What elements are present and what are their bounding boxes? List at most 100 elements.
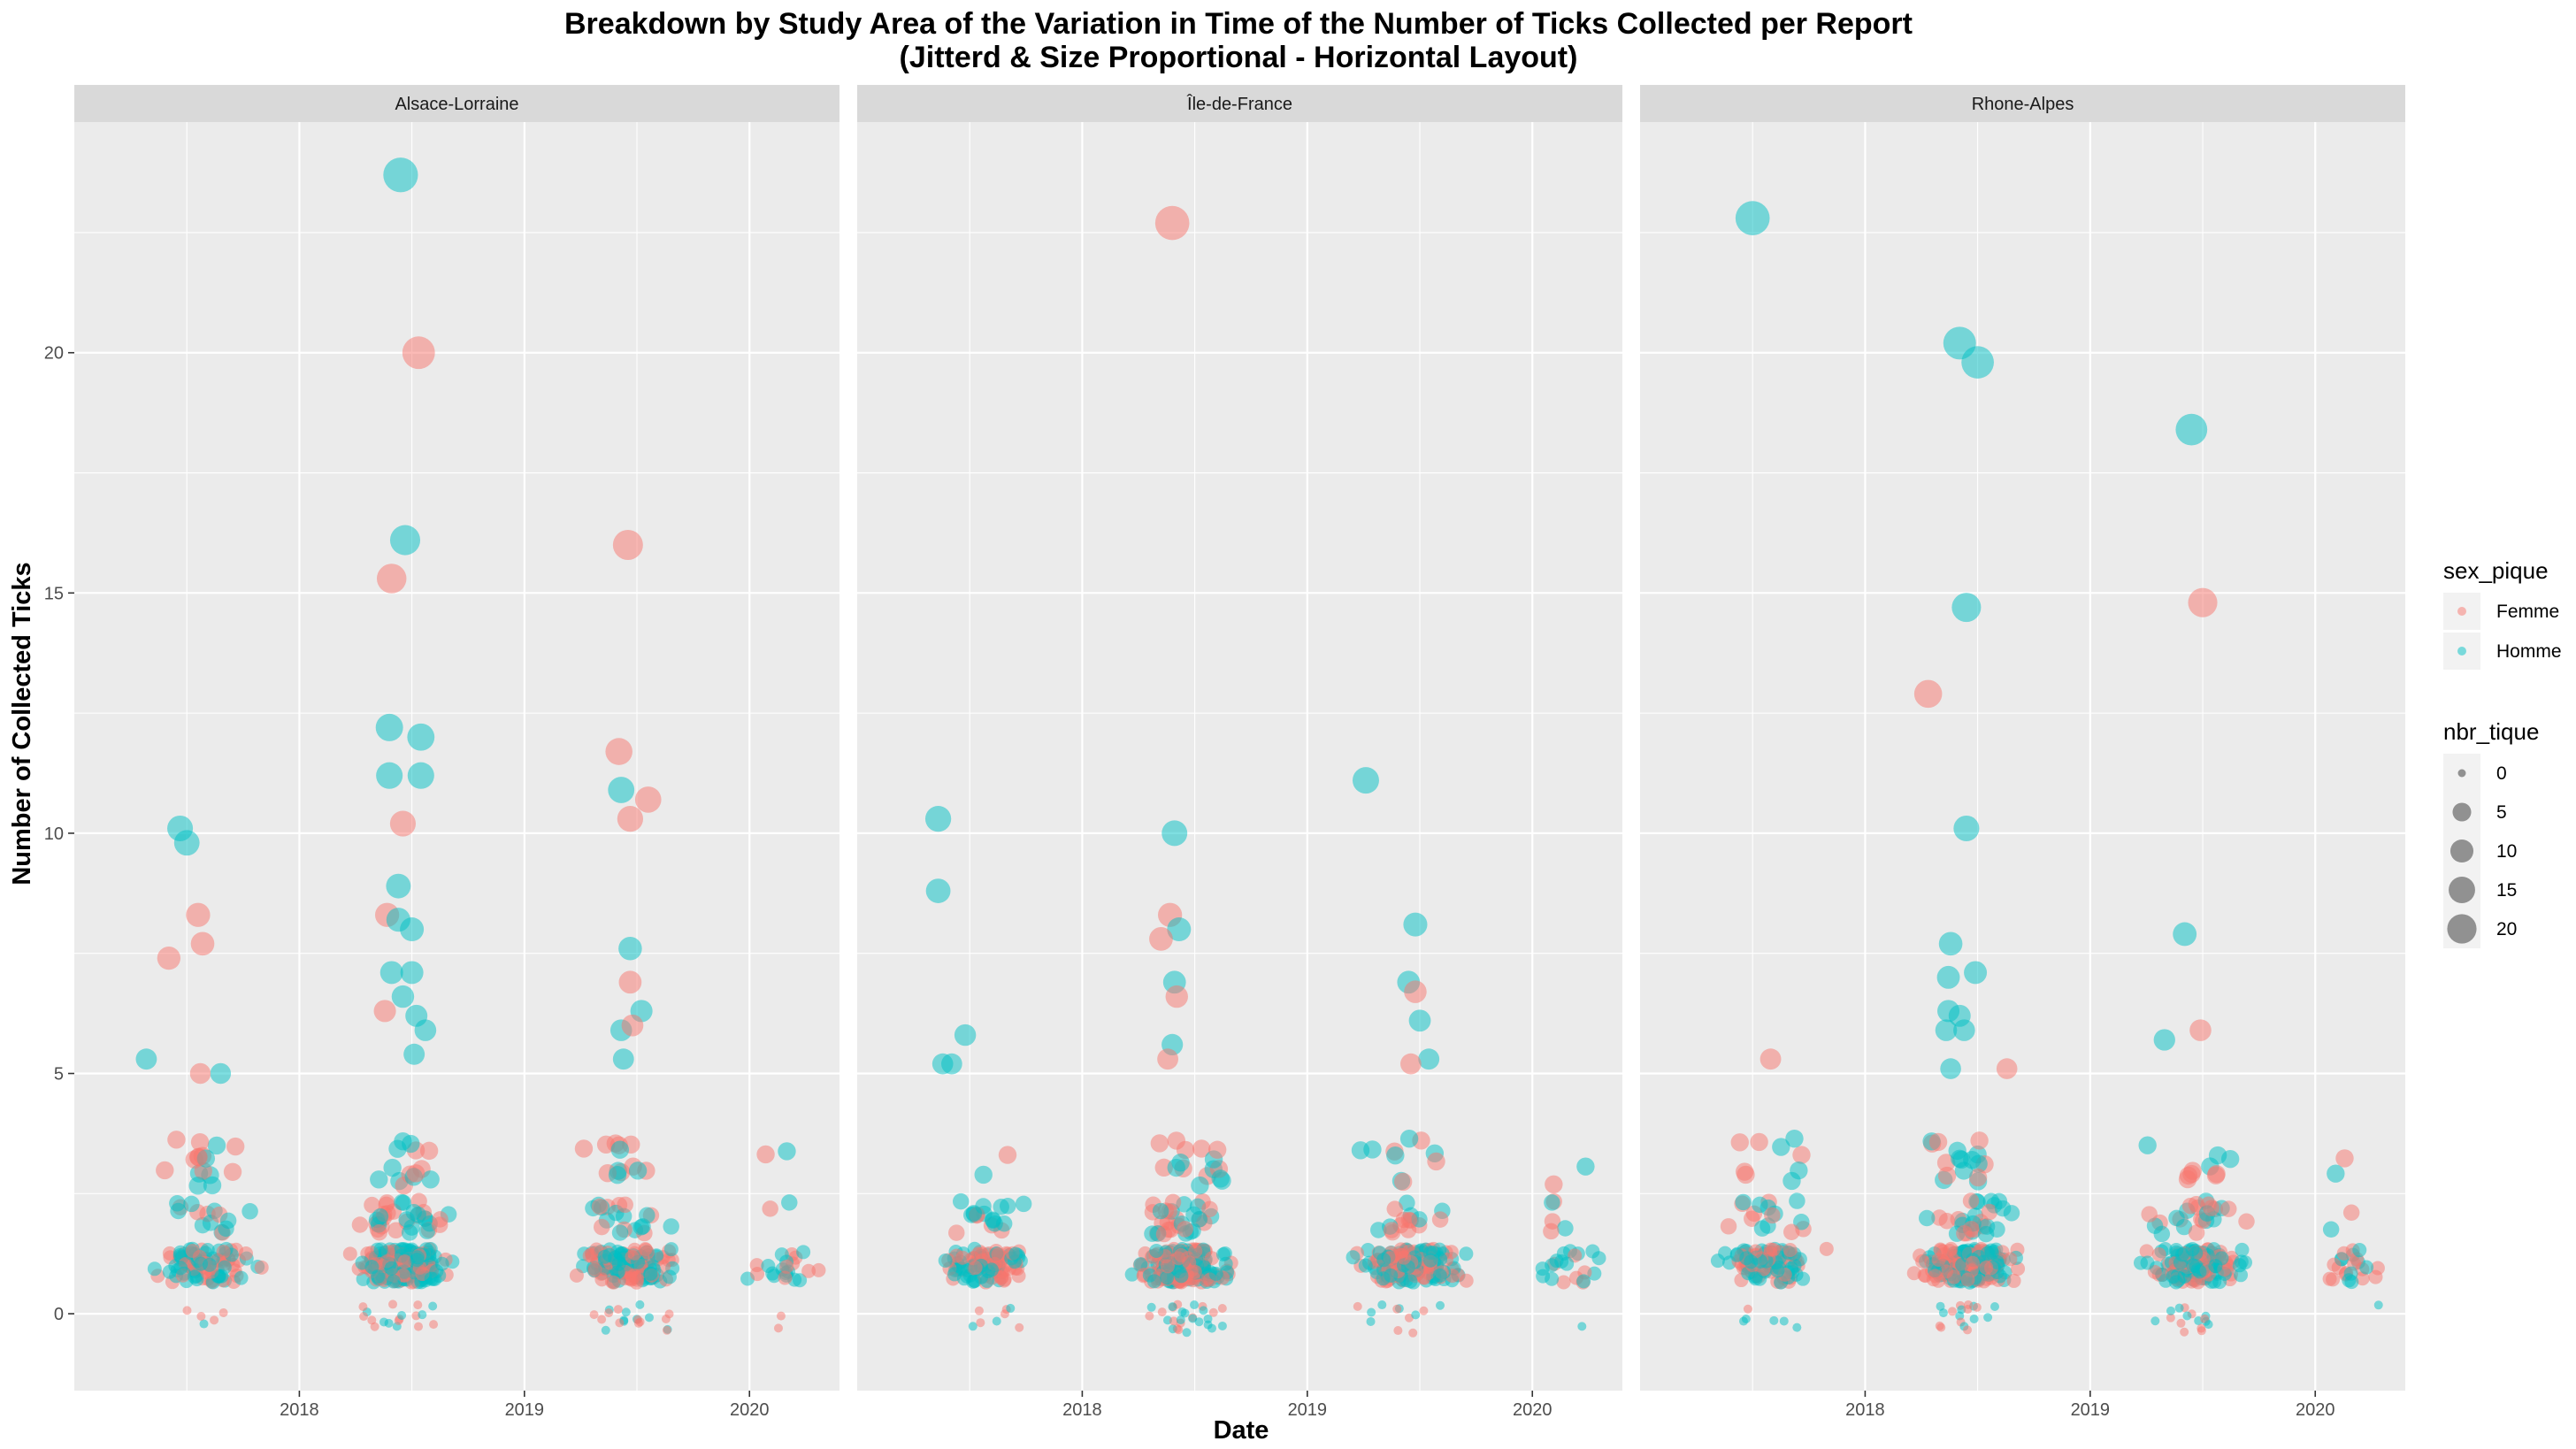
data-point (384, 1261, 399, 1276)
data-point (2189, 1246, 2204, 1261)
data-point (663, 1218, 679, 1235)
data-point (601, 1325, 610, 1335)
data-point (750, 1267, 765, 1282)
data-point (2150, 1316, 2160, 1326)
data-point-outlier (1961, 346, 1994, 379)
data-point (644, 1313, 654, 1322)
data-point-outlier (605, 738, 632, 765)
data-point (358, 1302, 368, 1312)
data-point (1750, 1132, 1768, 1152)
data-point (976, 1318, 985, 1328)
data-point (203, 1176, 222, 1195)
data-point (167, 1131, 186, 1149)
data-point (1199, 1306, 1208, 1315)
data-point (1393, 1326, 1403, 1336)
legend-size-swatch (2452, 802, 2472, 822)
data-point (1957, 1244, 1972, 1259)
data-point (1169, 1316, 1178, 1326)
panel-background (1640, 122, 2405, 1391)
data-point (2326, 1272, 2341, 1287)
data-point-outlier (941, 1053, 962, 1075)
data-point (162, 1264, 177, 1279)
data-point-outlier (376, 762, 403, 789)
data-point (955, 1250, 970, 1265)
data-point (383, 1158, 402, 1177)
data-point-outlier (2153, 1029, 2175, 1051)
data-point (1208, 1266, 1223, 1281)
data-point (1792, 1322, 1802, 1332)
data-point (640, 1245, 655, 1260)
data-point-outlier (954, 1024, 977, 1046)
data-point-outlier (400, 917, 425, 942)
data-point (1419, 1306, 1429, 1315)
data-point-outlier (157, 946, 181, 970)
data-point (2327, 1164, 2345, 1183)
data-point-outlier (2188, 587, 2218, 617)
data-point (1729, 1247, 1744, 1262)
data-point-outlier (2175, 413, 2208, 446)
data-point (1952, 1150, 1971, 1169)
data-point (985, 1212, 1001, 1230)
data-point-outlier (189, 1062, 211, 1085)
data-point (218, 1220, 234, 1238)
data-point-outlier (1404, 980, 1427, 1003)
data-point (2003, 1252, 2018, 1267)
data-point (1990, 1255, 2005, 1270)
data-point (432, 1211, 448, 1228)
facet-strip (74, 85, 840, 122)
data-point (1432, 1268, 1447, 1283)
data-point (342, 1246, 357, 1261)
data-point (1942, 1244, 1957, 1259)
data-point-outlier (634, 786, 662, 813)
data-point (1936, 1301, 1945, 1311)
data-point (394, 1193, 410, 1211)
data-point (1160, 1259, 1175, 1274)
data-point (1361, 1243, 1376, 1258)
data-point (587, 1261, 602, 1276)
data-point (615, 1318, 625, 1328)
data-point (1544, 1194, 1560, 1211)
data-point (1367, 1307, 1376, 1317)
data-point (188, 1269, 203, 1284)
data-point (1764, 1207, 1781, 1224)
data-point-outlier (618, 937, 642, 961)
legend-key (2443, 793, 2480, 832)
data-point (776, 1311, 786, 1321)
data-point (1744, 1254, 1759, 1269)
data-point (196, 1312, 206, 1322)
data-point (2140, 1255, 2155, 1270)
data-point-outlier (1149, 927, 1173, 951)
data-point (1393, 1172, 1413, 1192)
data-point-outlier (1400, 1053, 1422, 1075)
data-point (397, 1310, 407, 1320)
data-point (589, 1310, 599, 1320)
data-point (182, 1306, 192, 1315)
data-point (993, 1198, 1009, 1215)
chart-subtitle: (Jitterd & Size Proportional - Horizonta… (900, 41, 1578, 74)
data-point (413, 1300, 423, 1310)
data-point (1436, 1300, 1445, 1310)
data-point (2373, 1300, 2383, 1310)
data-point (2203, 1200, 2220, 1216)
data-point-outlier (1936, 965, 1960, 989)
data-point (2204, 1320, 2213, 1330)
data-point (952, 1192, 970, 1210)
data-point (372, 1208, 389, 1225)
data-point-outlier (407, 762, 434, 789)
data-point (1782, 1223, 1800, 1240)
data-point (2214, 1251, 2229, 1266)
data-point (2141, 1206, 2158, 1223)
data-point (779, 1259, 794, 1274)
data-point-outlier (617, 805, 644, 832)
legend-size-label: 5 (2496, 802, 2507, 823)
data-point-outlier (389, 810, 417, 837)
legend-size-label: 15 (2496, 880, 2517, 901)
data-point (597, 1315, 607, 1324)
data-point-outlier (186, 902, 211, 927)
x-tick-label: 2018 (1845, 1400, 1885, 1420)
data-point (2322, 1221, 2340, 1238)
data-point (418, 1310, 427, 1320)
data-point (1931, 1209, 1948, 1226)
legend-key (2443, 870, 2480, 909)
data-point (1918, 1209, 1936, 1227)
